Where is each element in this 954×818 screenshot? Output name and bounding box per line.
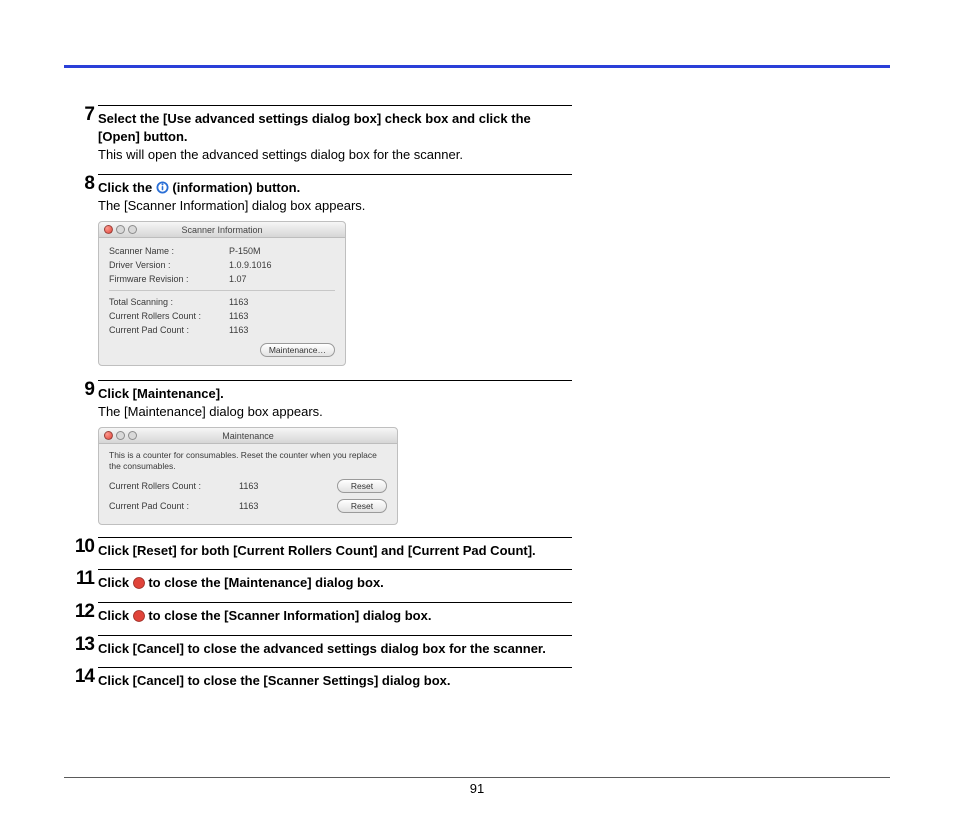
scanner-info-dialog: Scanner Information Scanner Name :P-150M… xyxy=(98,221,346,366)
kv-key: Current Pad Count : xyxy=(109,501,239,511)
kv-row: Scanner Name :P-150M xyxy=(109,244,335,258)
minimize-dot-icon xyxy=(116,225,125,234)
dialog-intro: This is a counter for consumables. Reset… xyxy=(109,450,387,472)
kv-key: Scanner Name : xyxy=(109,246,229,256)
window-traffic-lights xyxy=(104,225,137,234)
step-body: Click to close the [Maintenance] dialog … xyxy=(98,569,572,592)
dialog-body: This is a counter for consumables. Reset… xyxy=(99,444,397,524)
kv-key: Current Pad Count : xyxy=(109,325,229,335)
step-desc: The [Maintenance] dialog box appears. xyxy=(98,403,572,421)
kv-key: Firmware Revision : xyxy=(109,274,229,284)
step-title: Click the (information) button. xyxy=(98,179,572,197)
dialog-title: Scanner Information xyxy=(181,225,262,235)
minimize-dot-icon xyxy=(116,431,125,440)
step-title-pre: Click xyxy=(98,575,133,590)
kv-val: P-150M xyxy=(229,246,261,256)
dialog-button-row: Maintenance… xyxy=(109,343,335,357)
step-desc: This will open the advanced settings dia… xyxy=(98,146,572,164)
step-body: Click to close the [Scanner Information]… xyxy=(98,602,572,625)
step-number: 14 xyxy=(72,667,98,686)
step-title-post: (information) button. xyxy=(172,180,300,195)
close-dot-icon[interactable] xyxy=(104,225,113,234)
step-title-post: to close the [Scanner Information] dialo… xyxy=(148,608,431,623)
step-body: Click [Maintenance]. The [Maintenance] d… xyxy=(98,380,572,525)
maint-row: Current Pad Count : 1163 Reset xyxy=(109,496,387,516)
maint-row: Current Rollers Count : 1163 Reset xyxy=(109,476,387,496)
step-title: Select the [Use advanced settings dialog… xyxy=(98,110,572,145)
kv-key: Total Scanning : xyxy=(109,297,229,307)
step-10: 10 Click [Reset] for both [Current Rolle… xyxy=(72,537,572,560)
close-dot-icon[interactable] xyxy=(104,431,113,440)
zoom-dot-icon xyxy=(128,431,137,440)
footer-rule xyxy=(64,777,890,778)
window-traffic-lights xyxy=(104,431,137,440)
step-title: Click [Reset] for both [Current Rollers … xyxy=(98,542,572,560)
kv-key: Current Rollers Count : xyxy=(109,481,239,491)
kv-key: Current Rollers Count : xyxy=(109,311,229,321)
step-13: 13 Click [Cancel] to close the advanced … xyxy=(72,635,572,658)
content-column: 7 Select the [Use advanced settings dial… xyxy=(72,105,572,700)
step-body: Click [Cancel] to close the [Scanner Set… xyxy=(98,667,572,690)
maintenance-dialog: Maintenance This is a counter for consum… xyxy=(98,427,398,525)
step-title-post: to close the [Maintenance] dialog box. xyxy=(148,575,383,590)
step-11: 11 Click to close the [Maintenance] dial… xyxy=(72,569,572,592)
step-body: Click [Reset] for both [Current Rollers … xyxy=(98,537,572,560)
step-number: 13 xyxy=(72,635,98,654)
header-rule xyxy=(64,65,890,68)
step-body: Click the (information) button. The [Sca… xyxy=(98,174,572,366)
kv-val: 1.07 xyxy=(229,274,247,284)
kv-row: Driver Version :1.0.9.1016 xyxy=(109,258,335,272)
step-title: Click [Maintenance]. xyxy=(98,385,572,403)
step-12: 12 Click to close the [Scanner Informati… xyxy=(72,602,572,625)
manual-page: 7 Select the [Use advanced settings dial… xyxy=(0,0,954,818)
step-title: Click [Cancel] to close the [Scanner Set… xyxy=(98,672,572,690)
step-title: Click to close the [Maintenance] dialog … xyxy=(98,574,572,592)
step-title: Click [Cancel] to close the advanced set… xyxy=(98,640,572,658)
step-14: 14 Click [Cancel] to close the [Scanner … xyxy=(72,667,572,690)
dialog-body: Scanner Name :P-150M Driver Version :1.0… xyxy=(99,238,345,365)
close-window-icon xyxy=(133,577,145,589)
kv-val: 1163 xyxy=(229,325,248,335)
step-body: Select the [Use advanced settings dialog… xyxy=(98,105,572,164)
info-icon xyxy=(156,181,169,194)
step-title-pre: Click xyxy=(98,608,133,623)
step-number: 7 xyxy=(72,105,98,124)
kv-val: 1163 xyxy=(229,297,248,307)
maintenance-button[interactable]: Maintenance… xyxy=(260,343,335,357)
step-number: 11 xyxy=(72,569,98,588)
step-body: Click [Cancel] to close the advanced set… xyxy=(98,635,572,658)
reset-button[interactable]: Reset xyxy=(337,499,387,513)
dialog-title: Maintenance xyxy=(222,431,274,441)
dialog-titlebar: Maintenance xyxy=(99,428,397,444)
dialog-separator xyxy=(109,290,335,291)
kv-row: Total Scanning :1163 xyxy=(109,295,335,309)
kv-val: 1163 xyxy=(229,311,248,321)
kv-row: Firmware Revision :1.07 xyxy=(109,272,335,286)
reset-button[interactable]: Reset xyxy=(337,479,387,493)
step-number: 10 xyxy=(72,537,98,556)
kv-row: Current Rollers Count :1163 xyxy=(109,309,335,323)
step-title: Click to close the [Scanner Information]… xyxy=(98,607,572,625)
kv-val: 1163 xyxy=(239,481,279,491)
zoom-dot-icon xyxy=(128,225,137,234)
step-number: 9 xyxy=(72,380,98,399)
step-number: 12 xyxy=(72,602,98,621)
page-number: 91 xyxy=(0,781,954,796)
kv-key: Driver Version : xyxy=(109,260,229,270)
step-8: 8 Click the (information) button. The [S… xyxy=(72,174,572,366)
dialog-titlebar: Scanner Information xyxy=(99,222,345,238)
step-title-pre: Click the xyxy=(98,180,156,195)
kv-row: Current Pad Count :1163 xyxy=(109,323,335,337)
step-7: 7 Select the [Use advanced settings dial… xyxy=(72,105,572,164)
kv-val: 1.0.9.1016 xyxy=(229,260,272,270)
step-desc: The [Scanner Information] dialog box app… xyxy=(98,197,572,215)
step-9: 9 Click [Maintenance]. The [Maintenance]… xyxy=(72,380,572,525)
kv-val: 1163 xyxy=(239,501,279,511)
step-number: 8 xyxy=(72,174,98,193)
close-window-icon xyxy=(133,610,145,622)
